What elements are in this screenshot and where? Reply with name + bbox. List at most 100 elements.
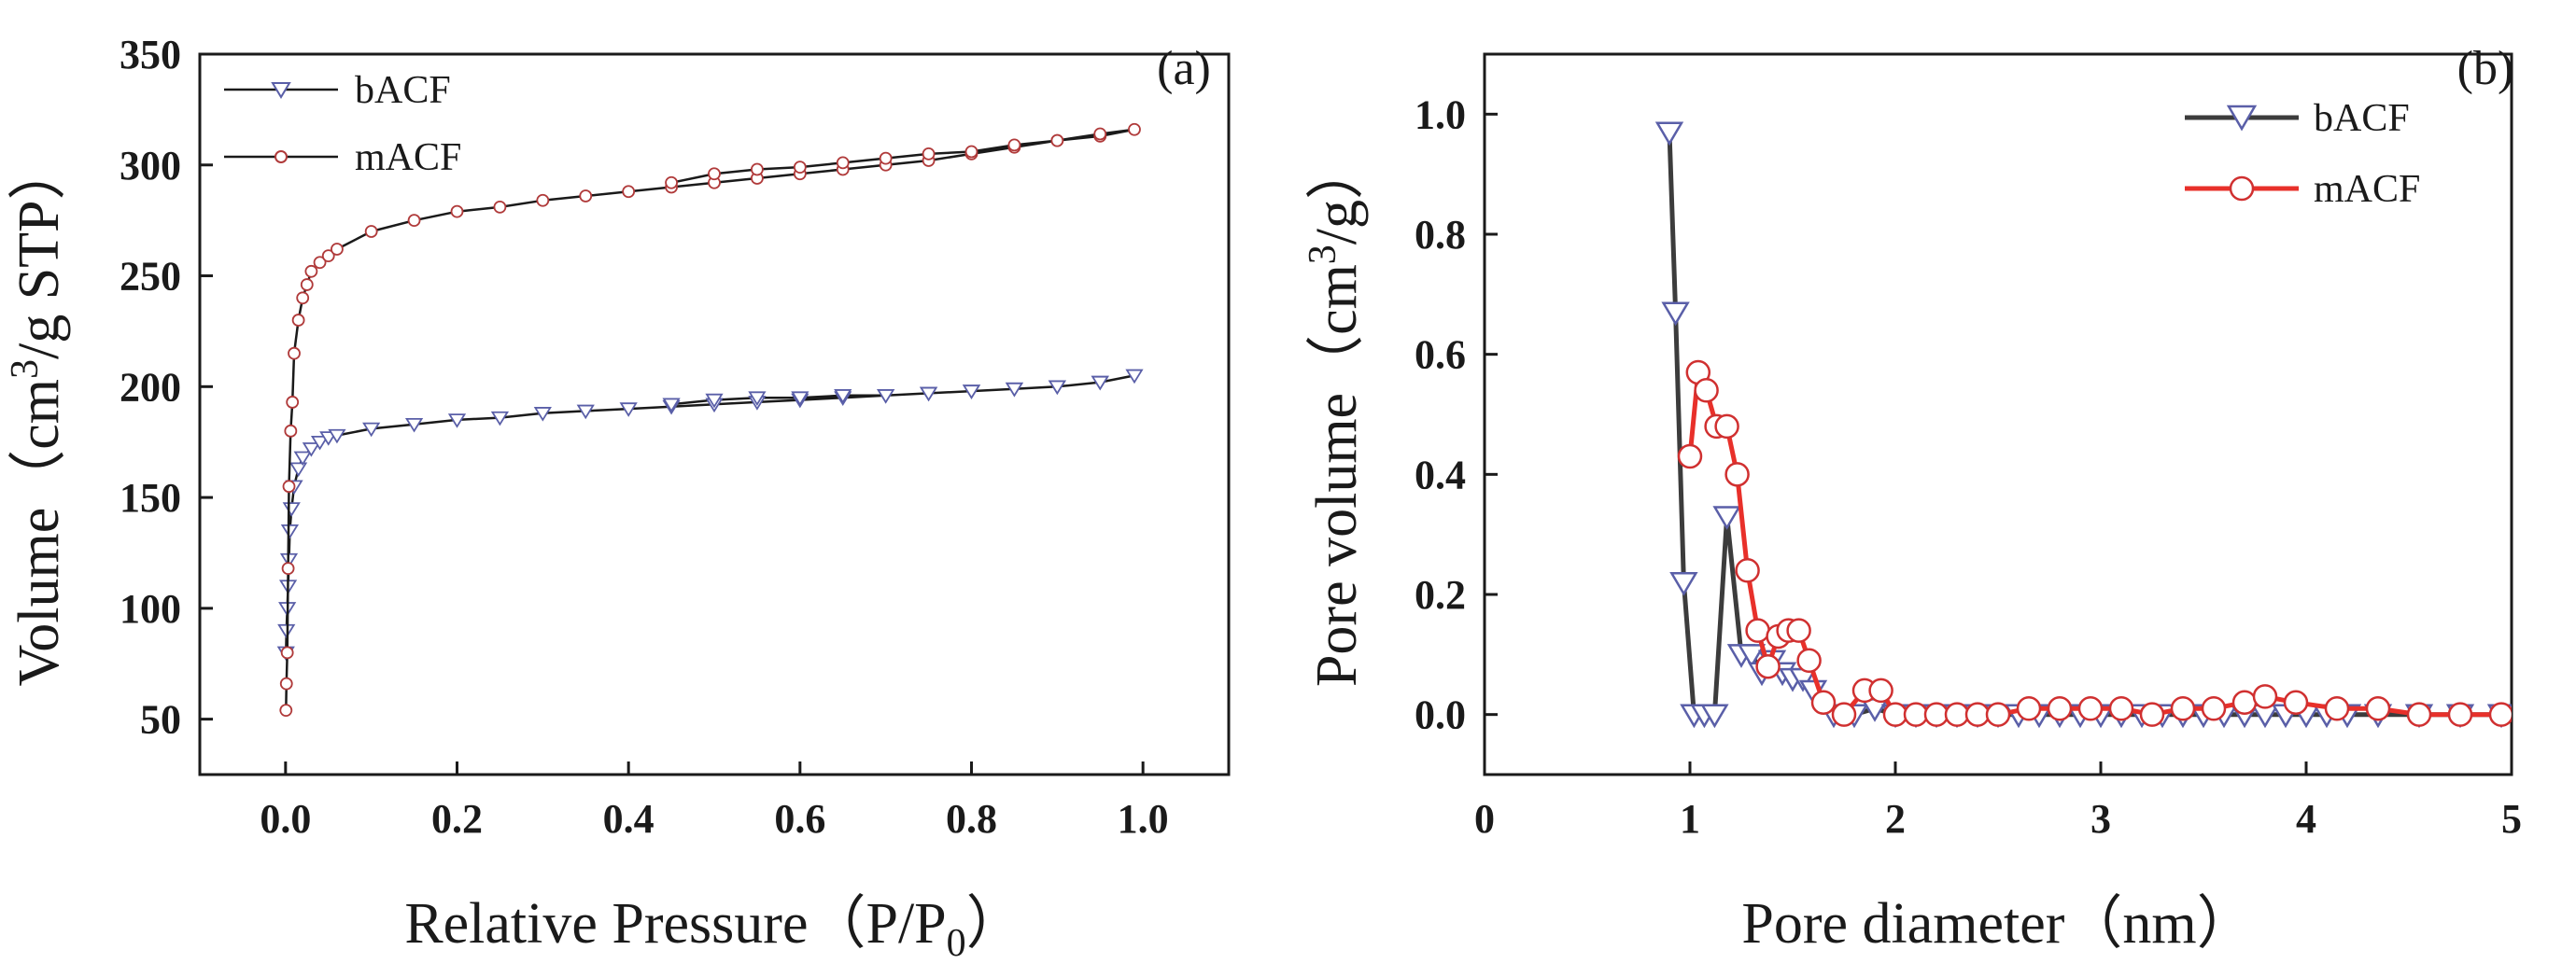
data-point <box>1923 702 1950 727</box>
x-axis-ticks: 0 1 2 3 4 5 <box>1474 761 2522 842</box>
data-point <box>793 161 807 175</box>
data-point <box>2201 695 2227 721</box>
data-point <box>1964 702 1991 727</box>
legend: bACF mACF <box>2185 97 2420 211</box>
data-point <box>533 407 552 422</box>
data-point <box>1882 702 1908 727</box>
data-point <box>1125 369 1144 384</box>
x-axis-title: Pore diameter（nm） <box>1741 892 2254 956</box>
data-point <box>1868 678 1893 704</box>
data-point <box>1786 618 1811 643</box>
data-point <box>2406 702 2432 727</box>
data-point <box>834 389 852 404</box>
legend-marker-bacf <box>271 82 291 99</box>
y-tick-label: 300 <box>120 143 181 189</box>
data-point <box>1654 121 1684 147</box>
x-tick-label: 0.6 <box>774 796 825 842</box>
x-tick-label: 0.8 <box>946 796 997 842</box>
y-axis-ticks: 0.0 0.2 0.4 0.6 0.8 1.0 <box>1415 91 1498 738</box>
data-point <box>791 391 809 407</box>
data-point <box>1050 133 1064 147</box>
data-point <box>1944 702 1970 727</box>
data-point <box>291 314 305 327</box>
x-tick-label: 0 <box>1474 796 1495 842</box>
data-point <box>321 249 335 263</box>
y-tick-label: 0.4 <box>1415 452 1466 497</box>
data-point <box>1005 382 1024 398</box>
y-tick-label: 100 <box>120 586 181 632</box>
plot-frame <box>1483 52 2513 776</box>
data-point <box>282 480 296 494</box>
y-axis-ticks: 50 100 150 200 250 300 350 <box>120 32 213 743</box>
data-point <box>281 562 295 575</box>
data-point <box>280 524 300 539</box>
data-point <box>2252 684 2278 709</box>
data-point <box>662 398 681 413</box>
x-tick-label: 5 <box>2501 796 2522 842</box>
legend-label-bacf: bACF <box>355 69 451 112</box>
data-point <box>447 413 467 428</box>
x-axis-title: Relative Pressure（P/P0） <box>404 892 1023 965</box>
legend: bACF mACF <box>224 69 461 179</box>
legend-label-bacf: bACF <box>2314 97 2410 140</box>
data-point <box>2170 695 2196 721</box>
data-point <box>751 162 764 176</box>
data-point <box>879 151 893 165</box>
series-macf <box>1677 359 2512 727</box>
legend-label-macf: mACF <box>2314 168 2420 211</box>
data-point <box>362 422 381 438</box>
data-point <box>2365 695 2391 721</box>
data-point <box>279 704 293 718</box>
y-axis-title-superscript: 3 <box>4 359 47 379</box>
data-point <box>622 185 636 199</box>
data-point <box>1903 702 1929 727</box>
data-point <box>1755 653 1781 679</box>
y-axis-title: Volume（cm3/g STP） <box>4 142 71 686</box>
plot-frame <box>198 52 1231 776</box>
data-point <box>310 435 330 451</box>
y-tick-label: 0.2 <box>1415 572 1466 618</box>
data-point <box>1831 702 1857 727</box>
data-point <box>619 402 638 417</box>
data-point <box>404 417 424 433</box>
data-point <box>1985 702 2011 727</box>
data-point <box>1796 648 1822 674</box>
series-layer <box>1654 121 2512 729</box>
data-point <box>964 145 978 159</box>
legend-item-macf: mACF <box>2185 168 2420 211</box>
data-point <box>302 442 320 457</box>
data-point <box>919 386 938 402</box>
data-point <box>288 346 301 360</box>
data-point <box>1714 413 1739 440</box>
x-tick-label: 0.0 <box>260 796 311 842</box>
y-axis-title-end: /g） <box>1305 142 1369 244</box>
y-tick-label: 150 <box>120 475 181 521</box>
x-tick-label: 2 <box>1885 796 1906 842</box>
data-point <box>300 278 314 291</box>
data-point <box>313 256 327 270</box>
data-point <box>2047 695 2073 721</box>
data-point <box>296 291 310 305</box>
data-point <box>1810 690 1837 716</box>
data-point <box>450 204 464 218</box>
x-axis-ticks: 0.0 0.2 0.4 0.6 0.8 1.0 <box>260 761 1169 842</box>
data-point <box>2324 695 2350 721</box>
data-point <box>922 147 936 161</box>
data-point <box>279 677 293 691</box>
x-tick-label: 1 <box>1680 796 1700 842</box>
data-point <box>1677 443 1703 469</box>
data-point <box>705 393 724 409</box>
data-point <box>2447 702 2473 727</box>
legend-item-macf: mACF <box>224 136 461 179</box>
data-point <box>493 201 507 214</box>
data-point <box>962 384 981 399</box>
x-tick-label: 3 <box>2090 796 2111 842</box>
series-bacf <box>276 369 1144 662</box>
data-point <box>2016 695 2042 721</box>
x-tick-label: 1.0 <box>1118 796 1169 842</box>
y-tick-label: 250 <box>120 254 181 300</box>
legend-item-bacf: bACF <box>2185 97 2410 140</box>
data-point <box>665 175 678 189</box>
